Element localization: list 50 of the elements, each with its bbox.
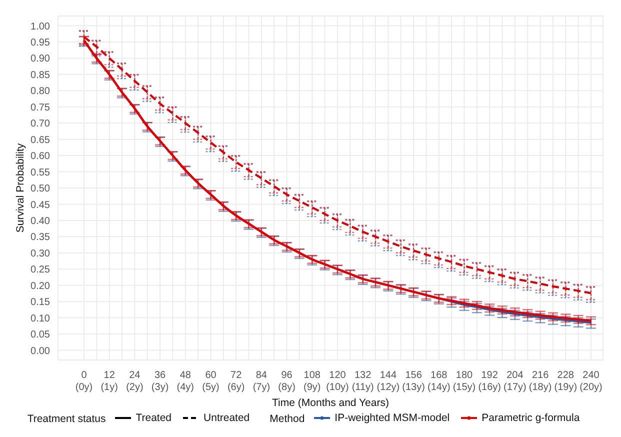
x-tick-label: 156 (13y): [402, 370, 425, 393]
x-tick-label: 0 (0y): [75, 370, 93, 393]
x-tick-label: 120 (10y): [326, 370, 349, 393]
y-tick-label: 0.85: [30, 70, 50, 81]
y-tick-label: 0.45: [30, 200, 50, 211]
x-tick-label: 108 (9y): [304, 370, 321, 393]
x-axis-title: Time (Months and Years): [272, 397, 389, 409]
x-tick-label: 24 (2y): [126, 370, 144, 393]
y-tick-label: 0.95: [30, 38, 50, 49]
y-tick-label: 0.10: [30, 313, 50, 324]
y-tick-label: 1.00: [30, 21, 50, 32]
x-tick-label: 36 (3y): [151, 370, 169, 393]
x-tick-label: 168 (14y): [428, 370, 450, 393]
y-tick-label: 0.65: [30, 134, 50, 146]
x-tick-label: 84 (7y): [252, 370, 270, 393]
y-tick-label: 0.20: [30, 280, 50, 292]
y-tick-label: 0.55: [30, 167, 50, 178]
legend-title: Method: [270, 413, 305, 425]
y-tick-label: 0.00: [30, 346, 50, 357]
legend-label: IP-weighted MSM-model: [334, 412, 450, 424]
x-tick-label: 228 (19y): [554, 370, 578, 393]
x-tick-label: 72 (6y): [227, 370, 245, 393]
y-tick-label: 0.05: [30, 330, 50, 341]
y-tick-label: 0.30: [30, 248, 50, 260]
y-tick-label: 0.80: [30, 86, 50, 98]
y-tick-label: 0.35: [30, 232, 50, 244]
y-tick-label: 0.15: [30, 297, 50, 308]
y-axis-title: Survival Probability: [14, 142, 27, 233]
y-tick-label: 0.60: [30, 151, 50, 162]
text: Untreated: [202, 412, 250, 424]
x-tick-label: 132 (11y): [352, 370, 374, 393]
y-tick-label: 0.25: [30, 264, 50, 276]
legend-label: Parametric g-formula: [480, 412, 580, 424]
x-tick-label: 204 (17y): [504, 370, 526, 393]
x-tick-label: 48 (4y): [176, 370, 194, 393]
text: Treated: [134, 412, 172, 424]
x-tick-label: 180 (15y): [452, 370, 476, 393]
y-tick-label: 0.40: [30, 216, 50, 228]
x-tick-label: 240 (20y): [580, 370, 602, 393]
text: Treatment status: [27, 413, 106, 425]
x-tick-label: 12 (1y): [100, 370, 118, 393]
y-tick-label: 0.50: [30, 184, 50, 195]
x-tick-label: 192 (16y): [478, 370, 501, 393]
x-tick-label: 96 (8y): [278, 370, 296, 393]
x-tick-label: 216 (18y): [528, 370, 552, 393]
y-tick-label: 0.90: [30, 54, 50, 65]
x-tick-label: 60 (5y): [202, 370, 220, 393]
x-tick-label: 144 (12y): [376, 370, 400, 393]
y-tick-label: 0.70: [30, 118, 50, 130]
y-tick-label: 0.75: [30, 102, 50, 114]
